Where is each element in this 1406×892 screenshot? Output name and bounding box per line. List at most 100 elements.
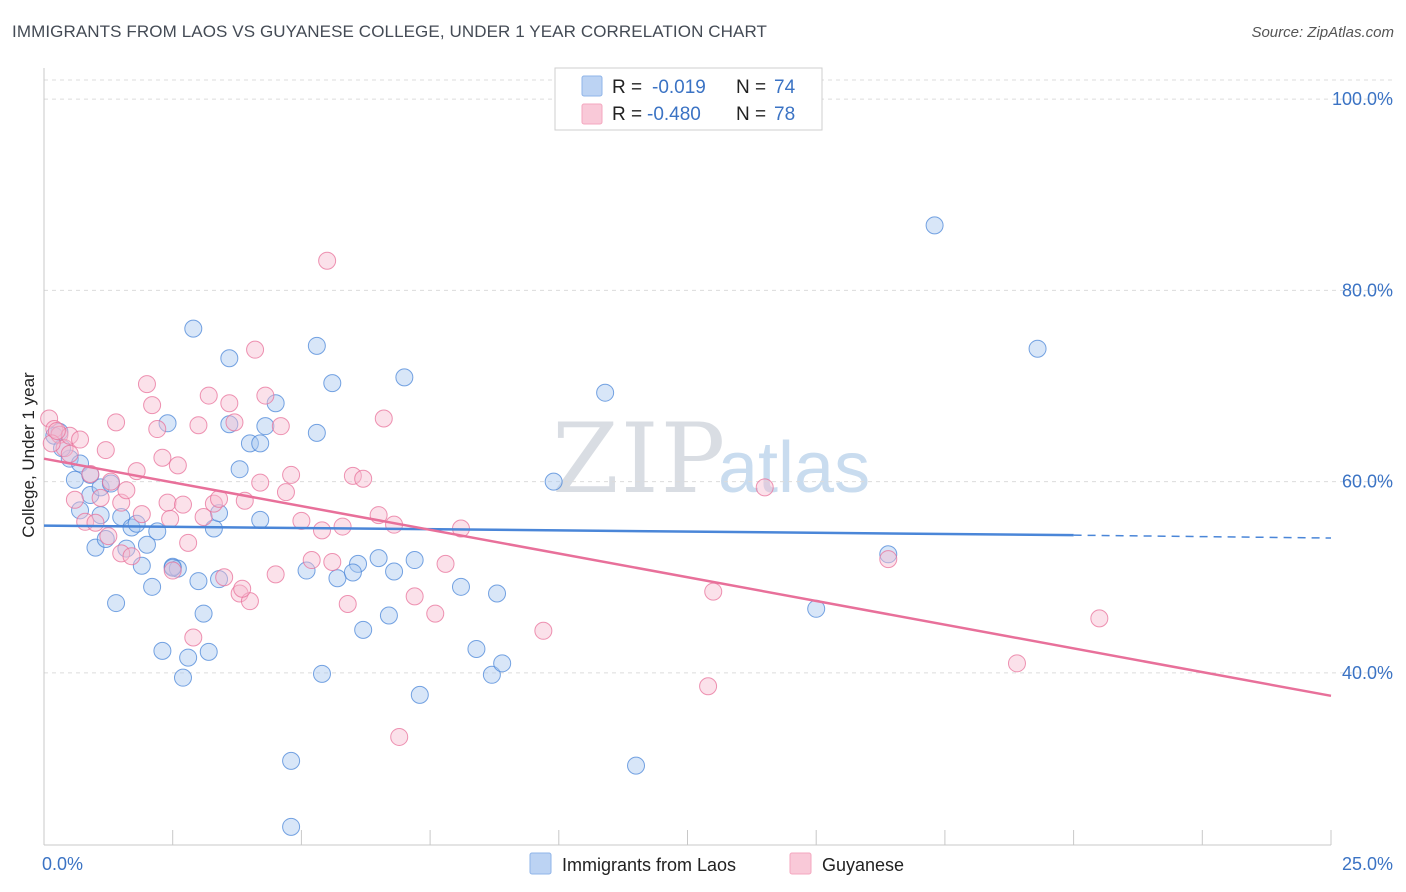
point-guyanese [161, 509, 180, 528]
point-guyanese [189, 416, 208, 435]
x-tick-label-min: 0.0% [42, 854, 83, 874]
y-tick-labels: 40.0% 60.0% 80.0% 100.0% [1332, 89, 1393, 683]
point-laos [282, 817, 301, 836]
point-guyanese [374, 409, 393, 428]
point-guyanese [112, 544, 131, 563]
point-laos [240, 434, 259, 453]
point-laos [194, 604, 213, 623]
point-guyanese [168, 456, 187, 475]
point-laos [482, 665, 501, 684]
point-laos [127, 514, 146, 533]
point-laos [379, 606, 398, 625]
point-guyanese [1090, 609, 1109, 628]
point-laos [354, 620, 373, 639]
point-guyanese [220, 394, 239, 413]
point-laos [385, 562, 404, 581]
stats-legend: R = -0.019 N = 74 R = -0.480 N = 78 [554, 67, 823, 131]
point-laos [189, 572, 208, 591]
point-guyanese [204, 494, 223, 513]
point-guyanese [215, 568, 234, 587]
point-guyanese [60, 444, 79, 463]
point-guyanese [271, 417, 290, 436]
legend-r-label-guyanese: R = [612, 104, 642, 125]
point-laos [405, 551, 424, 570]
point-laos [251, 510, 270, 529]
point-laos [1028, 339, 1047, 358]
point-guyanese [148, 420, 167, 439]
point-guyanese [99, 527, 118, 546]
point-guyanese [755, 478, 774, 497]
x-tick-label-max: 25.0% [1342, 854, 1393, 874]
point-guyanese [47, 421, 66, 440]
point-guyanese [117, 481, 136, 500]
point-laos [71, 501, 90, 520]
point-laos [467, 639, 486, 658]
point-guyanese [354, 469, 373, 488]
point-laos [184, 319, 203, 338]
point-guyanese [91, 488, 110, 507]
y-axis-title: College, Under 1 year [19, 372, 38, 538]
point-guyanese [122, 547, 141, 566]
point-laos [153, 641, 172, 660]
point-guyanese [143, 396, 162, 415]
point-guyanese [436, 554, 455, 573]
point-laos [879, 545, 898, 564]
point-laos [488, 584, 507, 603]
point-guyanese [246, 340, 265, 359]
y-tick-label: 80.0% [1342, 280, 1393, 300]
point-laos [307, 336, 326, 355]
point-guyanese [534, 621, 553, 640]
point-guyanese [323, 552, 342, 571]
point-laos [179, 648, 198, 667]
point-guyanese [137, 375, 156, 394]
point-guyanese [173, 495, 192, 514]
point-guyanese [282, 465, 301, 484]
point-guyanese [153, 448, 172, 467]
point-guyanese [405, 587, 424, 606]
point-laos [210, 504, 229, 523]
series-label-laos: Immigrants from Laos [562, 855, 736, 875]
point-guyanese [96, 441, 115, 460]
point-guyanese [333, 517, 352, 536]
point-guyanese [163, 561, 182, 580]
point-laos [410, 685, 429, 704]
legend-swatch-guyanese [581, 103, 603, 125]
point-guyanese [292, 511, 311, 530]
series-legend: Immigrants from Laos Guyanese [529, 852, 904, 875]
point-guyanese [71, 430, 90, 449]
point-guyanese [194, 508, 213, 527]
point-guyanese [107, 413, 126, 432]
point-laos [91, 478, 110, 497]
point-laos [107, 594, 126, 613]
legend-swatch-laos [581, 75, 603, 97]
legend-n-value-guyanese: 78 [774, 104, 795, 125]
point-laos [596, 383, 615, 402]
point-guyanese [699, 677, 718, 696]
point-guyanese [184, 628, 203, 647]
point-guyanese [199, 386, 218, 405]
legend-n-value-laos: 74 [774, 77, 796, 98]
point-guyanese [302, 551, 321, 570]
point-laos [230, 460, 249, 479]
point-guyanese [225, 413, 244, 432]
point-laos [395, 368, 414, 387]
point-guyanese [45, 420, 64, 439]
trend-line-laos-extrapolated [1073, 534, 1332, 539]
y-tick-label: 40.0% [1342, 663, 1393, 683]
y-tick-label: 100.0% [1332, 89, 1393, 109]
point-guyanese [266, 565, 285, 584]
series-swatch-laos [529, 852, 552, 875]
legend-n-label-guyanese: N = [736, 104, 766, 125]
point-laos [451, 577, 470, 596]
point-guyanese [426, 604, 445, 623]
point-guyanese [81, 464, 100, 483]
point-guyanese [230, 584, 249, 603]
point-laos [369, 549, 388, 568]
point-guyanese [318, 251, 337, 270]
point-laos [266, 394, 285, 413]
trend-lines [43, 457, 1332, 698]
point-laos [96, 530, 115, 548]
point-guyanese [338, 595, 357, 614]
point-laos [544, 472, 563, 491]
